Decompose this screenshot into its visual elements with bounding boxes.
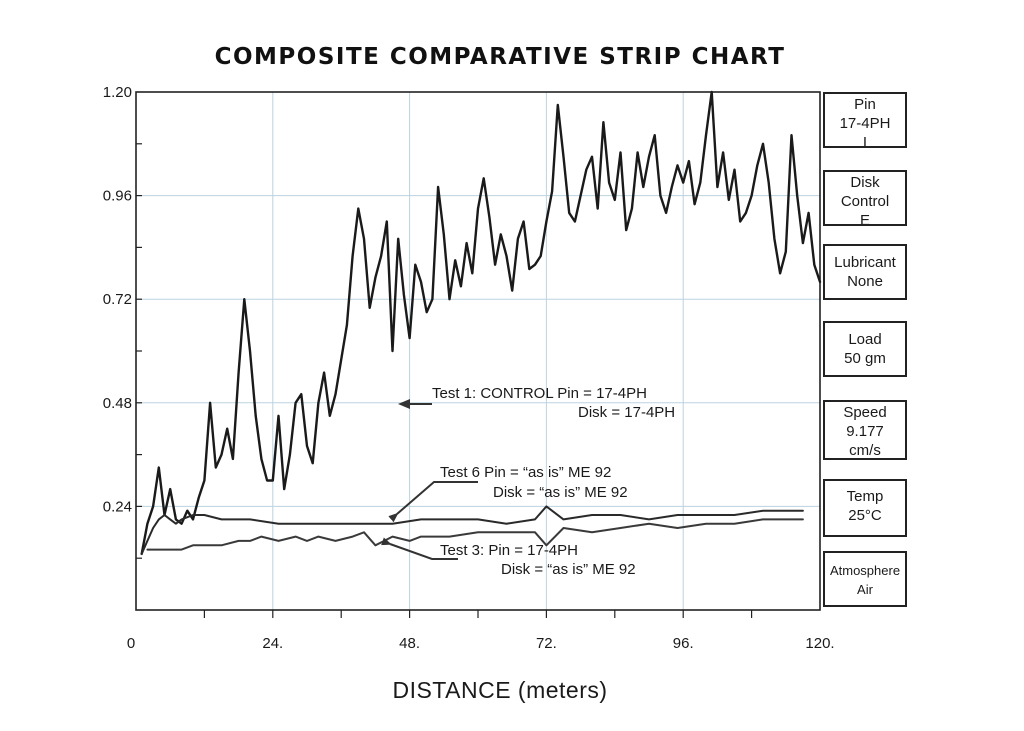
info-box-temp-line-2: 25°C bbox=[848, 507, 882, 524]
info-box-pin-line-2: 17-4PH bbox=[839, 115, 891, 132]
y-tick-label: 0.48 bbox=[103, 395, 132, 412]
annotation-arrowhead-test-1 bbox=[398, 399, 410, 409]
annotation-test-6-line-2: Disk = “as is” ME 92 bbox=[493, 484, 628, 501]
info-box-disk-line-2: Control bbox=[840, 193, 890, 210]
info-box-speed-line-3: cm/s bbox=[849, 442, 881, 459]
info-box-pin-line-1: Pin bbox=[854, 96, 876, 113]
info-box-temp: Temp 25°C bbox=[823, 479, 907, 537]
y-tick-label: 0.24 bbox=[103, 498, 132, 515]
info-box-disk: Disk Control E bbox=[823, 170, 907, 226]
series-line-1 bbox=[140, 90, 822, 556]
info-box-load-line-2: 50 gm bbox=[844, 350, 886, 367]
info-box-atmosphere: Atmosphere Air bbox=[823, 551, 907, 607]
y-tick-label: 0.72 bbox=[103, 291, 132, 308]
info-box-load: Load 50 gm bbox=[823, 321, 907, 377]
annotation-test-1-line-2: Disk = 17-4PH bbox=[578, 404, 675, 421]
annotation-test-1-line-1: Test 1: CONTROL Pin = 17-4PH bbox=[432, 385, 647, 402]
x-tick-label: 0 bbox=[127, 635, 135, 652]
info-box-temp-line-1: Temp bbox=[846, 488, 884, 505]
info-box-pin: Pin 17-4PH I bbox=[823, 92, 907, 148]
info-box-lubricant-line-1: Lubricant bbox=[834, 254, 896, 271]
info-box-lubricant: Lubricant None bbox=[823, 244, 907, 300]
x-tick-label: 72. bbox=[536, 635, 557, 652]
x-tick-label: 24. bbox=[262, 635, 283, 652]
chart-title: COMPOSITE COMPARATIVE STRIP CHART bbox=[214, 44, 786, 70]
series-line-2 bbox=[140, 505, 804, 555]
info-box-atmosphere-line-2: Air bbox=[857, 582, 873, 597]
info-box-pin-line-3: I bbox=[862, 134, 868, 148]
x-tick-label: 48. bbox=[399, 635, 420, 652]
info-box-speed: Speed 9.177 cm/s bbox=[823, 400, 907, 460]
info-box-speed-line-2: 9.177 bbox=[846, 423, 884, 440]
x-tick-label: 120. bbox=[805, 635, 834, 652]
y-tick-label: 0.96 bbox=[103, 188, 132, 205]
annotation-test-3-line-2: Disk = “as is” ME 92 bbox=[501, 561, 636, 578]
info-box-load-line-1: Load bbox=[848, 331, 882, 348]
info-box-disk-line-1: Disk bbox=[850, 174, 880, 191]
info-box-atmosphere-line-1: Atmosphere bbox=[829, 563, 901, 578]
x-axis-label: DISTANCE (meters) bbox=[392, 677, 608, 703]
info-box-lubricant-line-2: None bbox=[847, 273, 883, 290]
annotation-arrow-test-3 bbox=[381, 537, 458, 560]
y-tick-label: 1.20 bbox=[103, 84, 132, 101]
annotation-test-3-line-1: Test 3: Pin = 17-4PH bbox=[440, 542, 578, 559]
info-box-disk-line-3: E bbox=[859, 212, 870, 226]
annotation-arrow-test-6 bbox=[388, 481, 478, 523]
annotation-test-6-line-1: Test 6 Pin = “as is” ME 92 bbox=[440, 464, 611, 481]
x-tick-label: 96. bbox=[673, 635, 694, 652]
info-box-speed-line-1: Speed bbox=[843, 404, 887, 421]
